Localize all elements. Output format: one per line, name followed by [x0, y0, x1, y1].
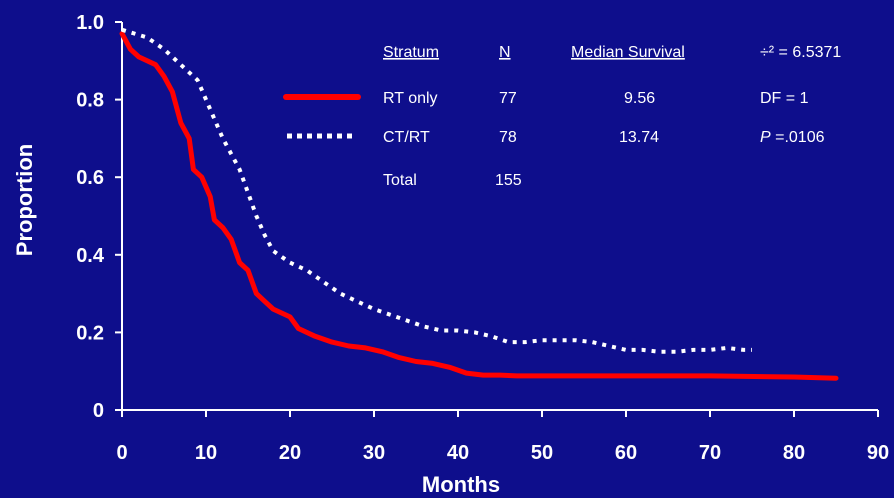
x-tick-label: 20	[279, 442, 301, 464]
x-tick-label: 90	[867, 442, 889, 464]
legend: Stratum N Median Survival ÷² = 6.5371 RT…	[283, 44, 841, 189]
legend-header-stratum: Stratum	[383, 44, 439, 61]
x-tick-label: 60	[615, 442, 637, 464]
legend-row-ct-stat: P =.0106	[760, 129, 825, 146]
legend-row-ct-stratum: CT/RT	[383, 129, 430, 146]
legend-header-n: N	[499, 44, 511, 61]
y-axis-title: Proportion	[12, 144, 37, 256]
legend-row-ct-n: 78	[499, 129, 517, 146]
legend-row-rt-stat: DF = 1	[760, 90, 809, 107]
legend-header-median: Median Survival	[571, 44, 685, 61]
p-value: =.0106	[771, 129, 825, 146]
y-tick-label: 0.6	[76, 167, 104, 189]
legend-row-rt-n: 77	[499, 90, 517, 107]
x-tick-label: 30	[363, 442, 385, 464]
x-tick-label: 70	[699, 442, 721, 464]
y-tick-label: 1.0	[76, 12, 104, 34]
x-tick-label: 10	[195, 442, 217, 464]
series-line-rt-only	[119, 31, 839, 381]
y-tick-label: 0.4	[76, 245, 105, 267]
legend-header-chi-square: ÷² = 6.5371	[760, 44, 841, 61]
series-line-ct-rt	[121, 27, 752, 354]
y-tick-label: 0.2	[76, 322, 104, 344]
x-axis-title: Months	[422, 472, 500, 497]
y-tick-label: 0.8	[76, 90, 104, 112]
legend-row-rt-stratum: RT only	[383, 90, 438, 107]
p-value-label: P	[760, 129, 771, 146]
x-tick-label: 0	[116, 442, 127, 464]
legend-row-total-n: 155	[495, 172, 522, 189]
legend-row-ct-median: 13.74	[619, 129, 659, 146]
x-tick-label: 40	[447, 442, 469, 464]
y-tick-label: 0	[93, 400, 104, 422]
legend-row-total-stratum: Total	[383, 172, 417, 189]
legend-row-rt-median: 9.56	[624, 90, 655, 107]
x-tick-label: 80	[783, 442, 805, 464]
x-tick-label: 50	[531, 442, 553, 464]
